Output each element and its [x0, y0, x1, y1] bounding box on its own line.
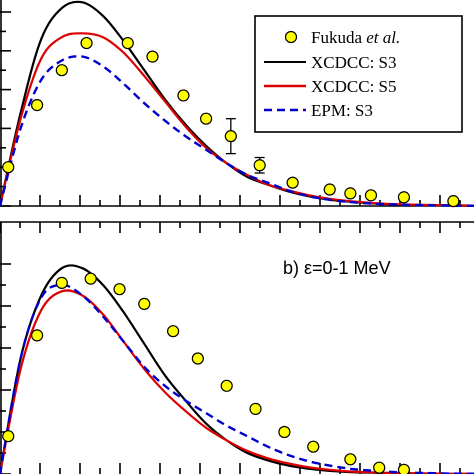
data-point-fukuda-et-al-1-3 [84, 272, 97, 285]
data-point-fukuda-et-al-0-14 [397, 191, 411, 204]
data-point-fukuda-et-al-1-6 [167, 325, 180, 338]
data-point-fukuda-et-al-1-9 [249, 402, 262, 415]
data-point-fukuda-et-al-1-12 [344, 453, 357, 466]
data-point-fukuda-et-al-1-7 [191, 352, 204, 365]
legend-label-fukuda: Fukuda et al. [311, 28, 400, 47]
data-point-fukuda-et-al-0-6 [177, 89, 190, 102]
data-point-fukuda-et-al-0-4 [121, 36, 134, 50]
data-point-fukuda-et-al-0-7 [199, 112, 213, 125]
data-point-fukuda-et-al-1-11 [307, 440, 320, 453]
data-point-fukuda-et-al-0-11 [323, 183, 336, 196]
legend-label-xcdcc-s5: XCDCC: S5 [311, 77, 397, 96]
data-point-fukuda-et-al-0-12 [344, 187, 357, 200]
bottom-panel [0, 221, 474, 474]
data-point-fukuda-et-al-0-2 [55, 64, 68, 77]
data-point-fukuda-et-al-1-1 [30, 329, 44, 342]
legend-label-fukuda-italic: et al. [366, 28, 400, 47]
legend: Fukuda et al. XCDCC: S3 XCDCC: S5 EPM: S… [254, 15, 463, 133]
data-point-fukuda-et-al-1-5 [138, 297, 151, 310]
series-line-xcdcc-s5-1 [0, 289, 474, 474]
data-point-fukuda-et-al-1-2 [55, 276, 68, 289]
legend-label-fukuda-prefix: Fukuda [311, 28, 366, 47]
data-point-fukuda-et-al-0-9 [253, 159, 266, 172]
panel-b-label: b) ε=0-1 MeV [283, 258, 391, 278]
data-point-fukuda-et-al-0-0 [2, 161, 15, 174]
series-line-xcdcc-s3-1 [0, 264, 474, 474]
data-point-fukuda-et-al-1-13 [373, 461, 386, 474]
data-point-fukuda-et-al-0-3 [80, 36, 93, 50]
data-point-fukuda-et-al-0-13 [364, 189, 378, 202]
data-point-fukuda-et-al-0-8 [224, 130, 237, 143]
series-line-epm-s3-1 [0, 283, 474, 474]
legend-label-xcdcc-s3: XCDCC: S3 [311, 53, 397, 72]
data-point-fukuda-et-al-1-10 [278, 425, 291, 439]
data-point-fukuda-et-al-1-8 [220, 379, 233, 392]
series-line-epm-s3-0 [0, 55, 474, 207]
data-point-fukuda-et-al-0-10 [286, 176, 299, 189]
data-point-fukuda-et-al-1-0 [2, 430, 15, 443]
data-point-fukuda-et-al-1-14 [397, 463, 411, 474]
data-point-fukuda-et-al-1-4 [113, 283, 126, 296]
data-point-fukuda-et-al-0-1 [30, 99, 44, 112]
data-point-fukuda-et-al-0-5 [146, 50, 159, 63]
legend-label-epm-s3: EPM: S3 [311, 101, 373, 120]
data-point-fukuda-et-al-0-15 [447, 195, 460, 208]
legend-marker-fukuda [284, 30, 298, 44]
top-panel [0, 0, 474, 208]
